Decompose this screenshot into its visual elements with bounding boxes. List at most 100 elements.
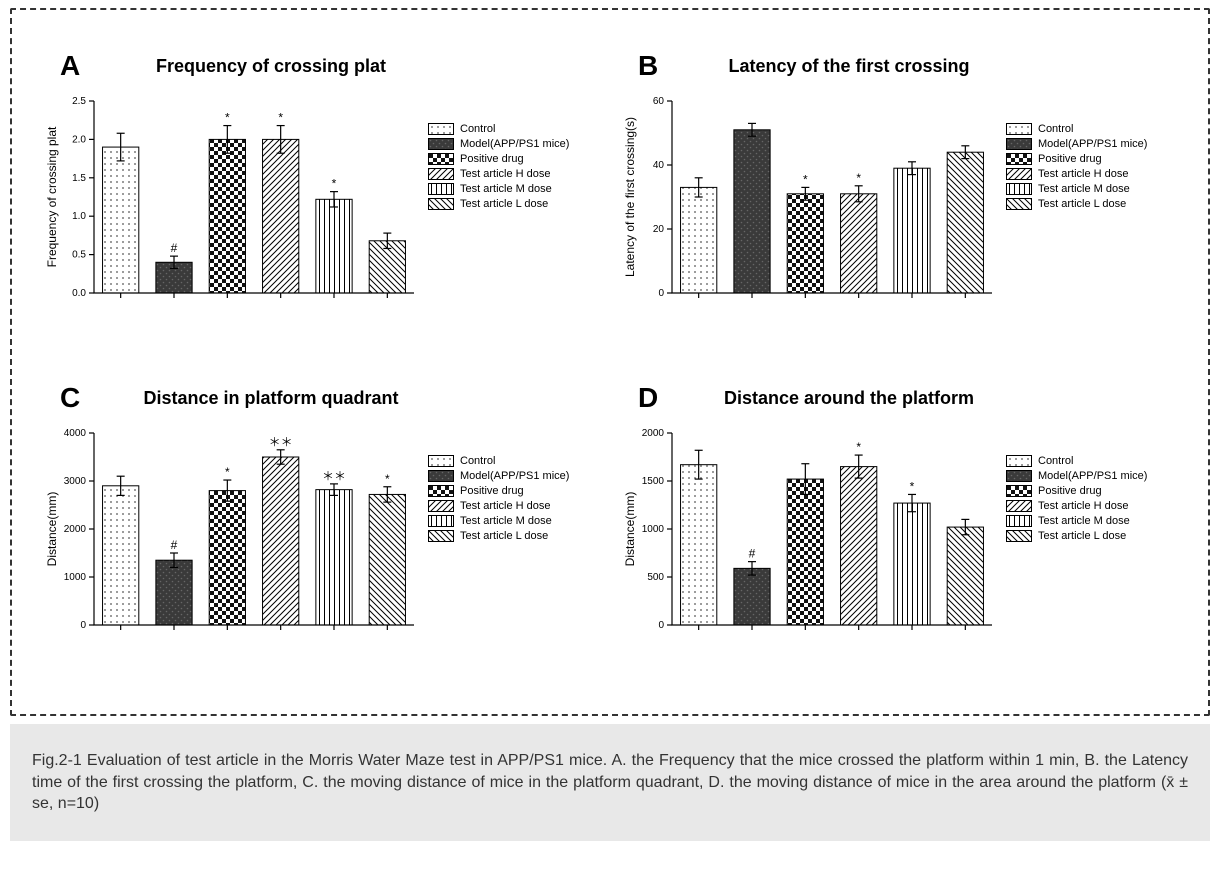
legend-label: Test article H dose: [1038, 168, 1128, 180]
legend-label: Test article L dose: [1038, 530, 1126, 542]
legend-item: Control: [428, 455, 600, 467]
legend-label: Model(APP/PS1 mice): [460, 138, 569, 150]
legend-item: Test article M dose: [1006, 183, 1178, 195]
page: A Frequency of crossing plat 0.0 0.5 1.0 1.…: [0, 0, 1222, 869]
svg-text:0.5: 0.5: [72, 250, 86, 261]
figure-grid: A Frequency of crossing plat 0.0 0.5 1.0 1.…: [42, 50, 1178, 684]
svg-text:0: 0: [658, 288, 664, 299]
chart-c: 01000200030004000Distance(mm)#*＊＊＊＊*: [42, 415, 422, 645]
svg-text:0.0: 0.0: [72, 288, 86, 299]
panel-letter-c: C: [60, 382, 80, 414]
legend-swatch-icon: [428, 138, 454, 150]
legend-swatch-icon: [1006, 470, 1032, 482]
legend-item: Control: [1006, 455, 1178, 467]
svg-text:Latency of the first crossing(: Latency of the first crossing(s): [623, 117, 637, 277]
figure-caption: Fig.2-1 Evaluation of test article in th…: [10, 724, 1210, 841]
legend-item: Test article M dose: [428, 515, 600, 527]
chart-wrap-c: 01000200030004000Distance(mm)#*＊＊＊＊* Con…: [42, 415, 600, 645]
legend-label: Test article M dose: [1038, 183, 1130, 195]
legend-item: Positive drug: [1006, 153, 1178, 165]
legend-swatch-icon: [1006, 455, 1032, 467]
legend-swatch-icon: [1006, 515, 1032, 527]
chart-b: 0204060Latency of the first crossing(s)*…: [620, 83, 1000, 313]
legend-label: Control: [1038, 123, 1073, 135]
svg-text:500: 500: [647, 572, 664, 583]
svg-text:1.0: 1.0: [72, 211, 86, 222]
legend-label: Test article H dose: [1038, 500, 1128, 512]
panel-letter-a: A: [60, 50, 80, 82]
svg-text:2000: 2000: [64, 524, 87, 535]
legend-item: Model(APP/PS1 mice): [428, 138, 600, 150]
figure-frame: A Frequency of crossing plat 0.0 0.5 1.0 1.…: [10, 8, 1210, 716]
svg-text:2.0: 2.0: [72, 134, 86, 145]
panel-title-b: Latency of the first crossing: [620, 56, 1178, 77]
legend-swatch-icon: [1006, 500, 1032, 512]
legend-label: Test article L dose: [460, 198, 548, 210]
chart-wrap-a: 0.00.51.01.52.02.5Frequency of crossing …: [42, 83, 600, 313]
svg-text:＊＊: ＊＊: [322, 469, 346, 483]
panel-title-c: Distance in platform quadrant: [42, 388, 600, 409]
legend-label: Model(APP/PS1 mice): [1038, 470, 1147, 482]
svg-text:40: 40: [653, 160, 665, 171]
panel-title-a: Frequency of crossing plat: [42, 56, 600, 77]
legend-swatch-icon: [1006, 168, 1032, 180]
svg-text:Frequency of crossing plat: Frequency of crossing plat: [45, 126, 59, 267]
panel-a: A Frequency of crossing plat 0.0 0.5 1.0 1.…: [42, 50, 600, 352]
legend-item: Test article L dose: [428, 530, 600, 542]
legend-label: Test article M dose: [1038, 515, 1130, 527]
legend-label: Positive drug: [460, 485, 524, 497]
legend-swatch-icon: [428, 153, 454, 165]
svg-text:0: 0: [80, 620, 86, 631]
legend-item: Control: [428, 123, 600, 135]
legend-swatch-icon: [428, 470, 454, 482]
svg-text:*: *: [225, 465, 230, 479]
svg-text:*: *: [856, 440, 861, 454]
legend-label: Test article L dose: [460, 530, 548, 542]
chart-a: 0.00.51.01.52.02.5Frequency of crossing …: [42, 83, 422, 313]
svg-text:1500: 1500: [642, 476, 665, 487]
svg-text:20: 20: [653, 224, 665, 235]
legend-item: Control: [1006, 123, 1178, 135]
svg-text:2000: 2000: [642, 428, 665, 439]
legend-swatch-icon: [1006, 138, 1032, 150]
legend-item: Test article L dose: [1006, 530, 1178, 542]
svg-text:#: #: [171, 241, 178, 255]
panel-d: D Distance around the platform 050010001…: [620, 382, 1178, 684]
legend-item: Model(APP/PS1 mice): [1006, 138, 1178, 150]
svg-text:#: #: [171, 538, 178, 552]
legend-label: Test article M dose: [460, 183, 552, 195]
legend-label: Control: [460, 455, 495, 467]
legend-label: Test article H dose: [460, 168, 550, 180]
legend-label: Control: [460, 123, 495, 135]
legend-label: Test article H dose: [460, 500, 550, 512]
legend-swatch-icon: [1006, 153, 1032, 165]
legend-item: Model(APP/PS1 mice): [428, 470, 600, 482]
legend-swatch-icon: [1006, 183, 1032, 195]
legend-swatch-icon: [1006, 123, 1032, 135]
svg-text:1.5: 1.5: [72, 173, 86, 184]
legend-label: Positive drug: [460, 153, 524, 165]
legend-swatch-icon: [428, 123, 454, 135]
panel-letter-d: D: [638, 382, 658, 414]
legend-item: Test article M dose: [428, 183, 600, 195]
legend-item: Test article L dose: [1006, 198, 1178, 210]
legend-swatch-icon: [428, 183, 454, 195]
chart-wrap-d: 0500100015002000Distance(mm)#** ControlM…: [620, 415, 1178, 645]
svg-text:*: *: [385, 472, 390, 486]
legend-swatch-icon: [428, 455, 454, 467]
panel-title-d: Distance around the platform: [620, 388, 1178, 409]
legend-item: Test article H dose: [1006, 500, 1178, 512]
svg-text:Distance(mm): Distance(mm): [45, 492, 59, 567]
legend-swatch-icon: [428, 198, 454, 210]
chart-d: 0500100015002000Distance(mm)#**: [620, 415, 1000, 645]
svg-text:Distance(mm): Distance(mm): [623, 492, 637, 567]
legend-item: Positive drug: [428, 485, 600, 497]
svg-text:*: *: [910, 479, 915, 493]
legend-item: Test article H dose: [428, 168, 600, 180]
legend-label: Positive drug: [1038, 153, 1102, 165]
legend-label: Test article L dose: [1038, 198, 1126, 210]
legend-item: Model(APP/PS1 mice): [1006, 470, 1178, 482]
legend-label: Control: [1038, 455, 1073, 467]
legend-item: Positive drug: [1006, 485, 1178, 497]
panel-c: C Distance in platform quadrant 01000200…: [42, 382, 600, 684]
